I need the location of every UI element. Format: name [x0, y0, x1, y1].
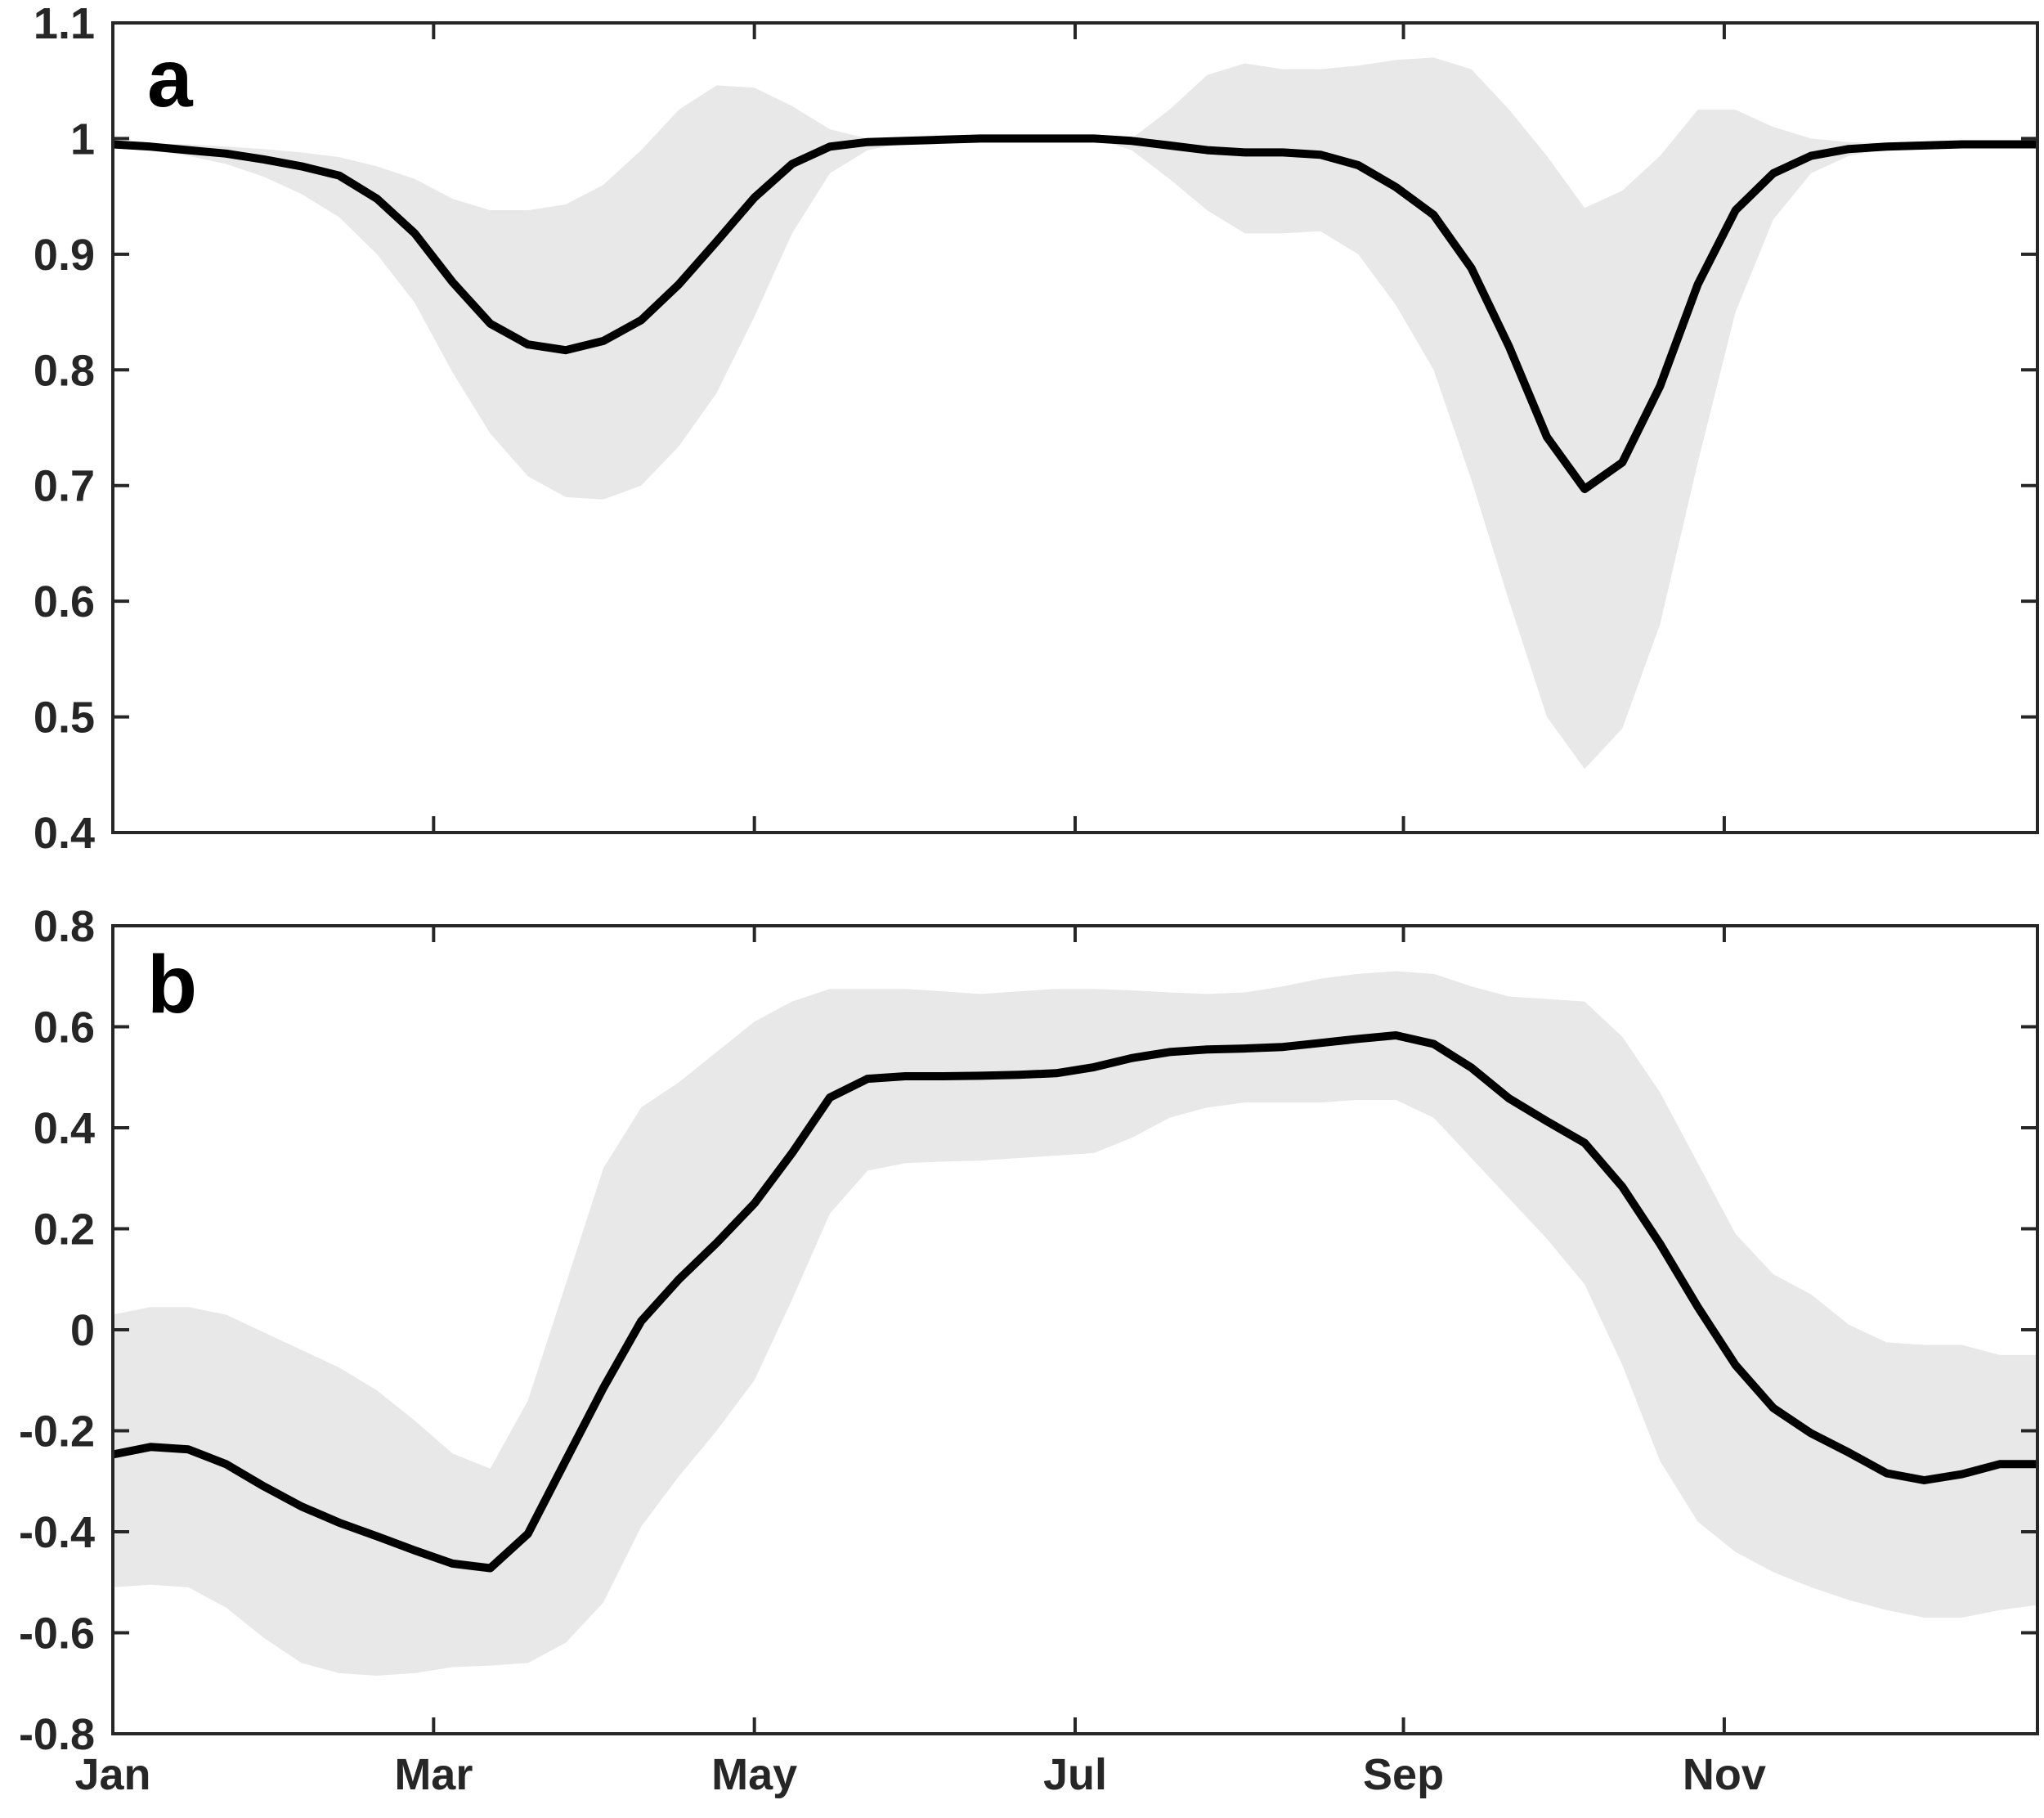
- y-tick-label: 0.5: [34, 694, 95, 743]
- y-tick-label: -0.2: [19, 1407, 95, 1457]
- y-tick-label: -0.6: [19, 1609, 95, 1659]
- y-tick-label: 0.8: [34, 346, 95, 395]
- y-tick-label: 0.4: [34, 809, 95, 858]
- series-line: [112, 1031, 2037, 1573]
- y-tick-label: -0.4: [19, 1508, 95, 1557]
- y-tick-label: 0.4: [34, 1104, 95, 1153]
- y-tick-label: 1.1: [34, 0, 95, 48]
- y-tick-label: 0.6: [34, 1003, 95, 1053]
- x-tick-label: Mar: [394, 1750, 473, 1799]
- x-tick-label: Jul: [1043, 1750, 1107, 1799]
- x-tick-label: Nov: [1683, 1750, 1766, 1799]
- series-line: [112, 134, 2037, 493]
- y-tick-label: 0.2: [34, 1205, 95, 1255]
- panel-label: b: [147, 939, 197, 1030]
- y-tick-label: 0.6: [34, 577, 95, 626]
- x-tick-label: Jan: [74, 1750, 150, 1799]
- uncertainty-band: [113, 57, 2037, 770]
- x-tick-label: May: [711, 1750, 797, 1799]
- y-tick-label: 0.7: [34, 462, 95, 511]
- y-tick-label: 0: [70, 1306, 95, 1355]
- uncertainty-band: [113, 971, 2037, 1676]
- panel-label: a: [147, 33, 194, 124]
- y-tick-label: 0.9: [34, 231, 95, 280]
- y-tick-label: 1: [70, 114, 95, 164]
- panel-a: 0.4 0.5 0.6 0.7 0.8 0.9 1 1.1 a: [34, 0, 2039, 858]
- y-tick-label: -0.8: [19, 1710, 95, 1759]
- y-tick-label: 0.8: [34, 902, 95, 951]
- panel-b: -0.8 -0.6 -0.4 -0.2 0 0.2 0.4 0.6 0.8 Jan Mar May Ju…: [19, 902, 2039, 1799]
- x-tick-label: Sep: [1363, 1750, 1444, 1799]
